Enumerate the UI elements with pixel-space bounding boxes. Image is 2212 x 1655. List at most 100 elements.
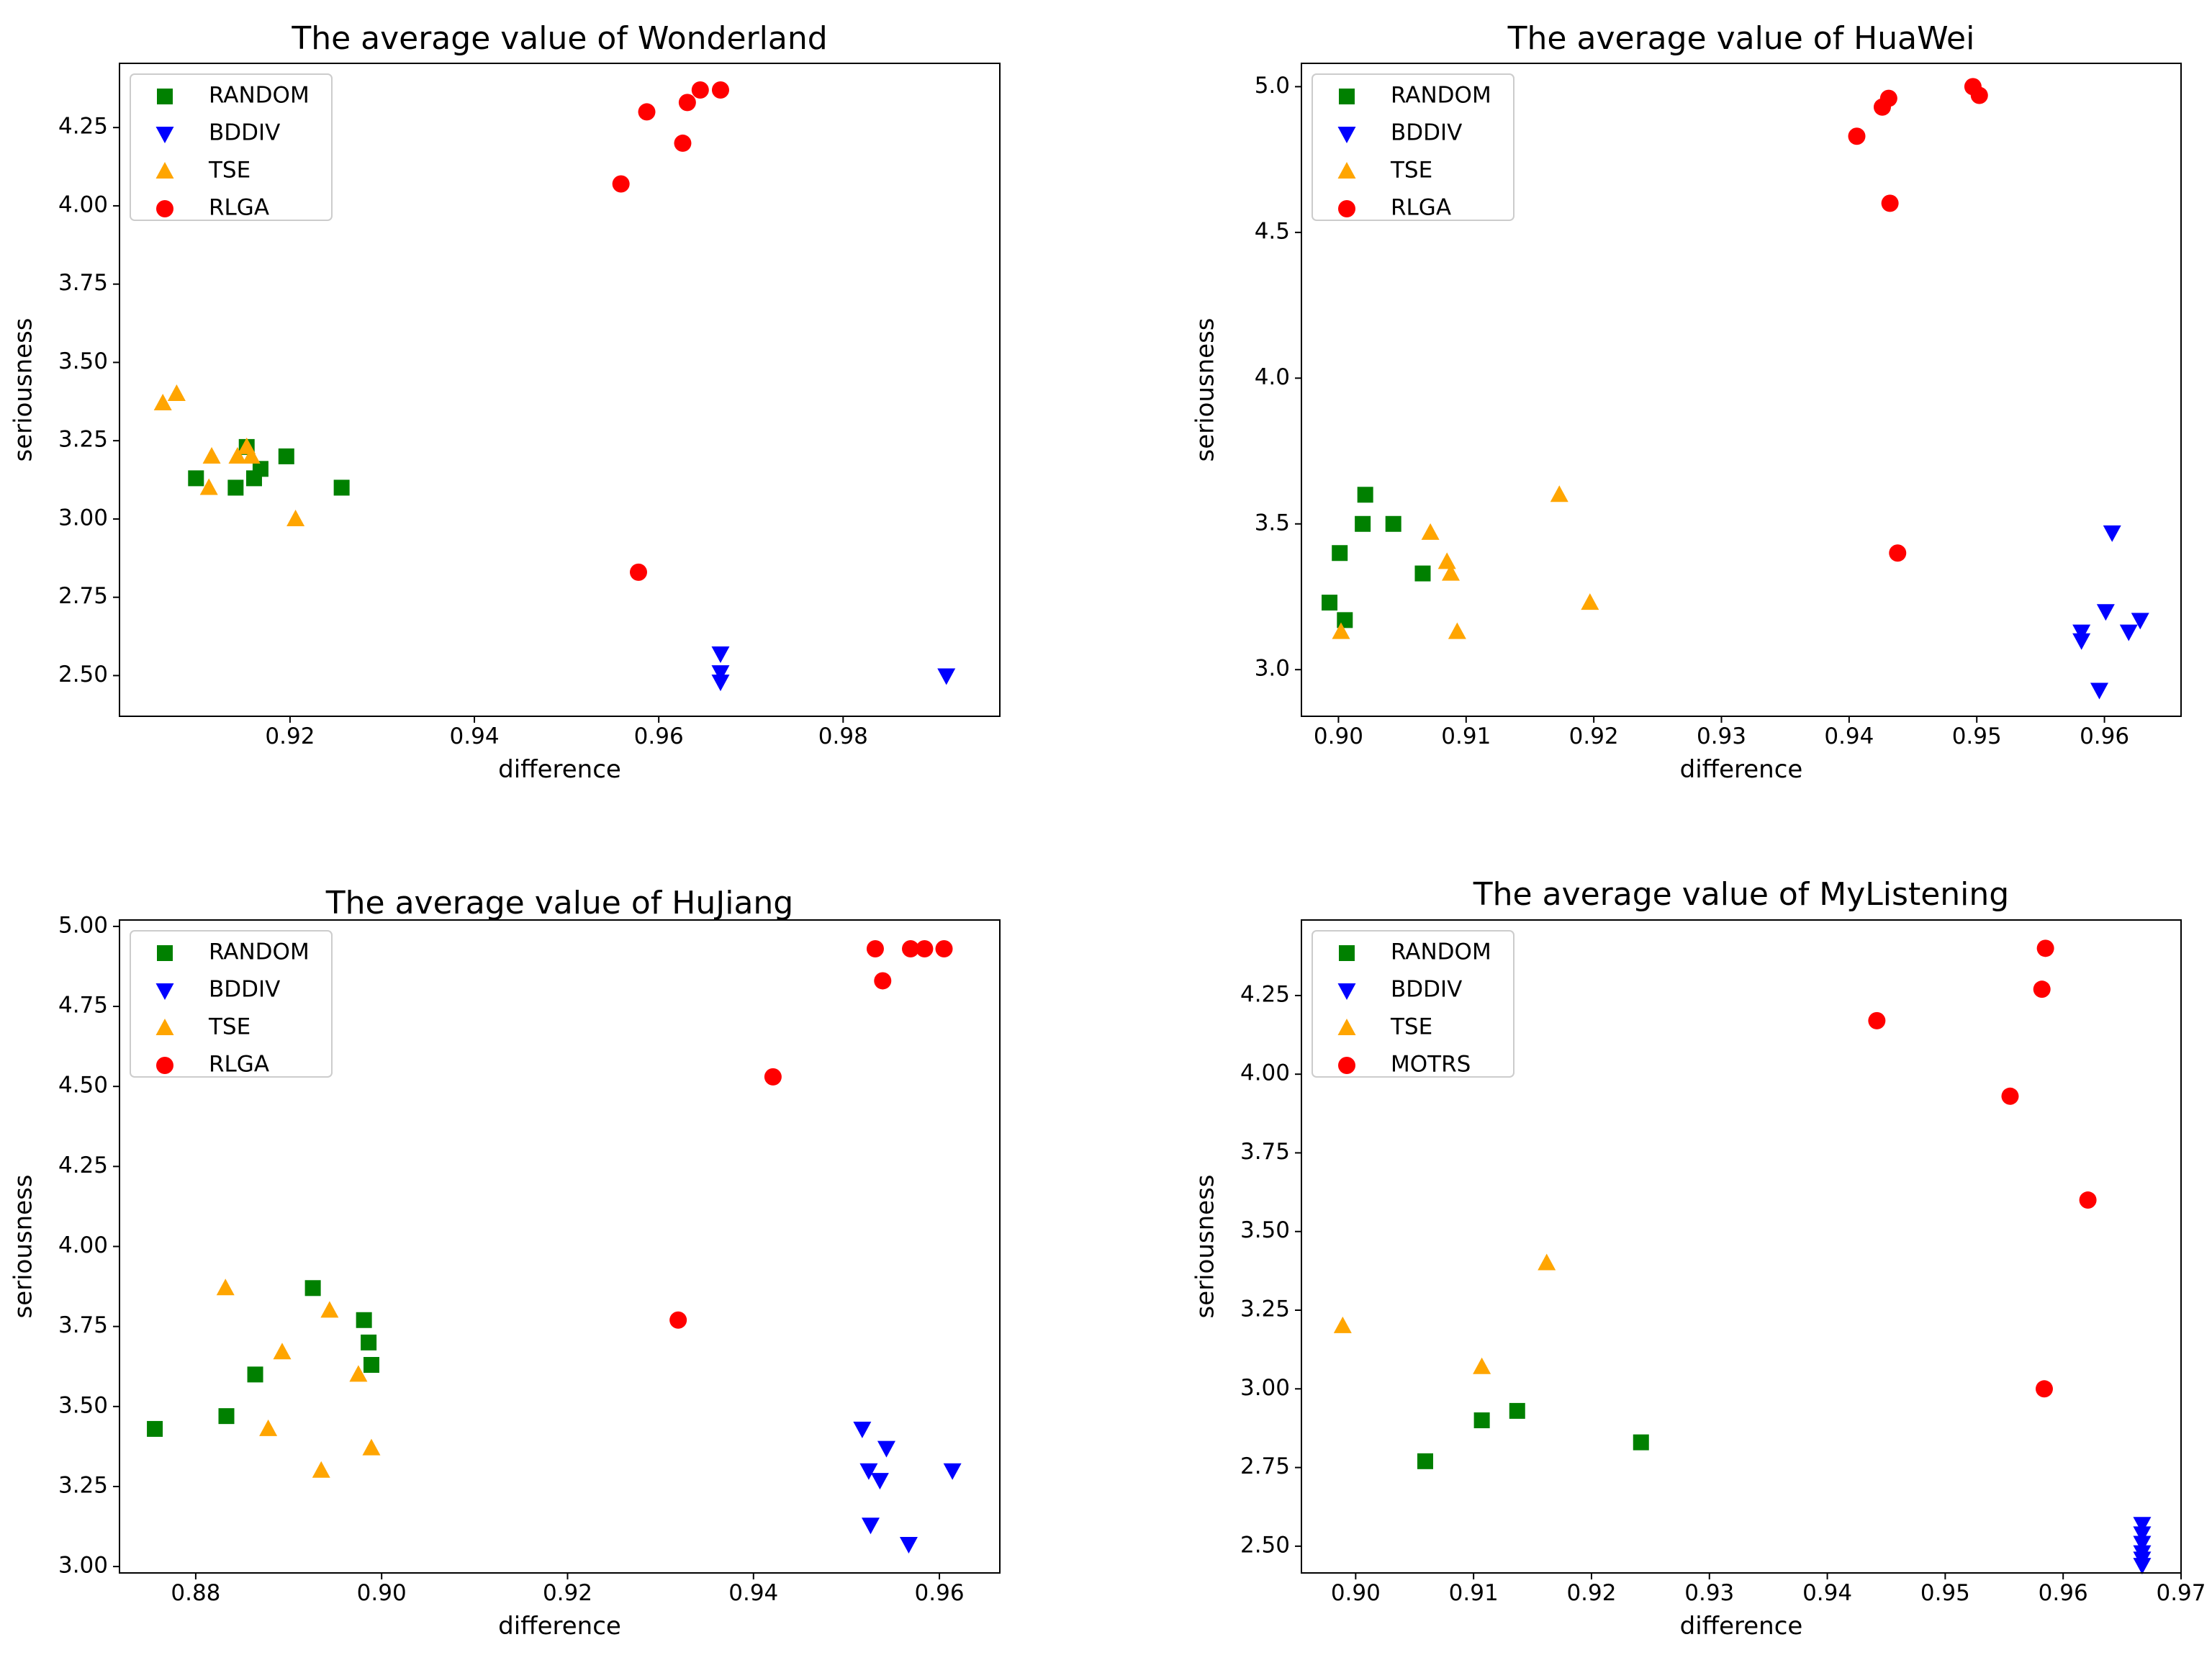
plot-frame: [119, 63, 1001, 717]
data-point-tse: [202, 446, 221, 464]
chart-panel-4: The average value of MyListening 0.90 0.91…: [1191, 876, 2206, 1641]
y-tick-label: 2.75: [58, 583, 108, 609]
x-tick-label: 0.95: [1920, 1580, 1970, 1606]
legend-label: TSE: [208, 158, 250, 184]
data-point-random: [252, 461, 268, 477]
x-tick-label: 0.92: [1569, 723, 1619, 749]
legend-marker-rlga: [1338, 200, 1355, 217]
data-point-rlga: [916, 940, 934, 958]
data-point-tse: [320, 1301, 339, 1318]
x-tick-label: 0.95: [1952, 723, 2002, 749]
data-point-tse: [1437, 552, 1456, 569]
chart-title: The average value of MyListening: [1473, 876, 2009, 913]
x-tick-label: 0.92: [1566, 1580, 1616, 1606]
x-tick-label: 0.94: [1802, 1580, 1852, 1606]
legend-label: BDDIV: [1391, 977, 1462, 1003]
x-tick-label: 0.96: [2080, 723, 2129, 749]
y-tick-label: 5.00: [58, 912, 108, 938]
data-point-bddiv: [853, 1421, 872, 1438]
y-tick-label: 4.50: [58, 1073, 108, 1099]
x-tick-label: 0.96: [2039, 1580, 2088, 1606]
y-tick-label: 5.0: [1255, 73, 1290, 99]
data-point-bddiv: [2133, 1526, 2152, 1543]
data-point-tse: [1421, 523, 1440, 540]
legend-label: BDDIV: [1391, 120, 1462, 146]
data-point-tse: [273, 1343, 292, 1360]
data-point-random: [1322, 595, 1338, 611]
data-point-bddiv: [711, 675, 730, 692]
legend: RANDOM BDDIV TSE RLGA: [130, 930, 333, 1078]
x-tick-label: 0.97: [2156, 1580, 2206, 1606]
data-point-tse: [1332, 622, 1350, 639]
plot-frame: [119, 919, 1001, 1574]
data-point-bddiv: [2133, 1558, 2152, 1575]
data-point-random: [188, 470, 204, 487]
y-axis-label: seriousness: [9, 1174, 38, 1318]
data-point-rlga: [678, 94, 696, 112]
data-point-bddiv: [2072, 633, 2091, 650]
data-point-tse: [1442, 564, 1461, 581]
y-axis-label: seriousness: [1191, 317, 1220, 461]
legend-frame: [1312, 73, 1514, 221]
legend-marker-bddiv: [1337, 127, 1356, 143]
data-point-rlga: [1889, 544, 1907, 562]
data-point-tse: [349, 1365, 368, 1382]
x-axis-label: difference: [498, 1612, 621, 1641]
data-point-random: [333, 479, 350, 496]
legend-frame: [130, 930, 333, 1078]
x-tick-label: 0.94: [728, 1580, 778, 1606]
data-point-tse: [1333, 1316, 1352, 1333]
legend-marker-bddiv: [155, 983, 174, 1000]
legend-marker-random: [1339, 945, 1355, 961]
legend-marker-bddiv: [1337, 983, 1356, 1000]
data-point-bddiv: [711, 665, 730, 682]
data-point-random: [247, 1366, 263, 1383]
data-point-bddiv: [2133, 1536, 2152, 1553]
legend-marker-tse: [1337, 162, 1356, 179]
legend-label: RLGA: [1391, 195, 1451, 221]
data-point-bddiv: [2133, 1517, 2152, 1534]
data-point-random: [1332, 545, 1348, 562]
y-tick-label: 4.5: [1255, 218, 1290, 244]
legend-marker-tse: [155, 162, 174, 179]
data-point-bddiv: [943, 1463, 962, 1480]
legend-label: BDDIV: [209, 977, 280, 1003]
x-tick-label: 0.96: [915, 1580, 965, 1606]
data-point-tse: [286, 509, 305, 526]
data-point-random: [1417, 1453, 1433, 1469]
data-point-bddiv: [2072, 624, 2091, 641]
data-point-rlga: [935, 940, 953, 958]
x-tick-label: 0.90: [1331, 1580, 1381, 1606]
y-tick-label: 4.25: [1240, 981, 1290, 1007]
data-point-random: [1357, 487, 1373, 503]
y-tick-label: 3.00: [58, 1553, 108, 1579]
legend: RANDOM BDDIV TSE RLGA: [130, 73, 333, 221]
x-tick-label: 0.92: [265, 723, 315, 749]
legend-label: RANDOM: [1391, 83, 1491, 109]
data-point-tse: [1473, 1357, 1491, 1374]
data-point-rlga: [669, 1311, 687, 1329]
data-point-random: [304, 1280, 321, 1297]
y-tick-label: 4.00: [58, 191, 108, 217]
data-point-bddiv: [937, 668, 956, 685]
x-tick-label: 0.92: [543, 1580, 592, 1606]
data-point-bddiv: [870, 1473, 889, 1490]
data-point-tse: [216, 1279, 235, 1296]
legend-label: TSE: [1390, 1014, 1432, 1040]
data-point-random: [361, 1334, 377, 1350]
data-point-motrs: [2001, 1087, 2019, 1105]
x-tick-label: 0.94: [450, 723, 500, 749]
data-point-motrs: [1868, 1011, 1886, 1029]
y-tick-label: 4.00: [1240, 1060, 1290, 1086]
y-tick-label: 3.5: [1255, 510, 1290, 536]
y-tick-label: 3.25: [58, 427, 108, 453]
chart-panel-1: The average value of Wonderland 0.92 0.94 0…: [9, 20, 1001, 784]
data-point-tse: [228, 446, 247, 464]
legend-marker-random: [157, 89, 173, 104]
y-axis-label: seriousness: [9, 317, 38, 461]
x-axis-label: difference: [1680, 755, 1803, 784]
y-tick-label: 3.00: [58, 505, 108, 531]
data-point-rlga: [691, 81, 709, 99]
data-point-bddiv: [2096, 604, 2115, 621]
data-point-tse: [1448, 622, 1466, 639]
